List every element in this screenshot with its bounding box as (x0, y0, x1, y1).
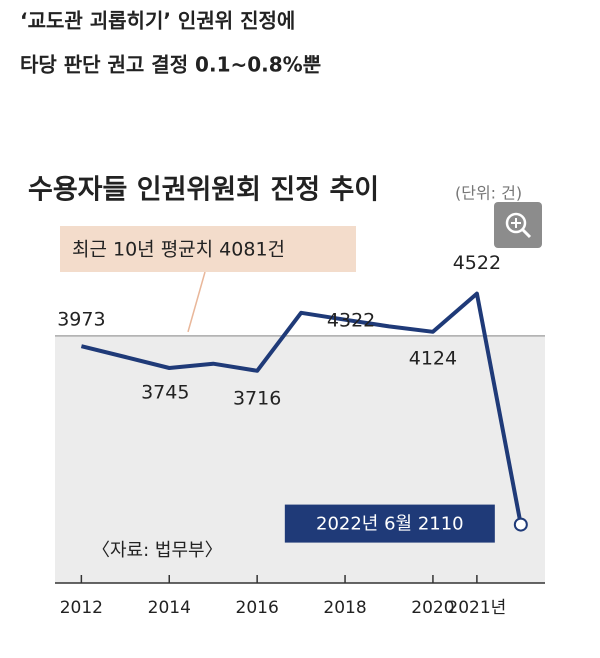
value-label: 4322 (327, 309, 375, 331)
value-label: 3716 (233, 387, 281, 409)
value-label: 4522 (453, 252, 501, 274)
x-tick-label: 2018 (323, 598, 366, 618)
value-label: 4124 (409, 347, 457, 369)
headline: ‘교도관 괴롭히기’ 인권위 진정에 (20, 9, 295, 33)
x-tick-label: 2020 (411, 598, 454, 618)
chart-title: 수용자들 인권위원회 진정 추이 (28, 175, 379, 206)
series-line (80, 291, 523, 525)
average-pointer (187, 271, 206, 333)
headline: 타당 판단 권고 결정 0.1~0.8%뿐 (20, 53, 321, 77)
source: 〈자료: 법무부〉 (92, 540, 223, 561)
average-label: 최근 10년 평균치 4081건 (72, 239, 285, 261)
zoom-button[interactable] (494, 202, 542, 248)
x-tick-label: 2014 (148, 598, 191, 618)
end-label-box (284, 504, 495, 543)
end-point (513, 517, 528, 532)
x-tick-label: 2012 (60, 598, 103, 618)
x-tick-label: 2021년 (447, 598, 506, 618)
value-label: 2022년 6월 2110 (316, 514, 464, 535)
value-label: 3973 (57, 309, 105, 331)
average-label-box (60, 226, 356, 272)
value-label: 3745 (141, 382, 189, 404)
unit-label: (단위: 건) (455, 184, 522, 203)
x-tick-label: 2016 (236, 598, 279, 618)
